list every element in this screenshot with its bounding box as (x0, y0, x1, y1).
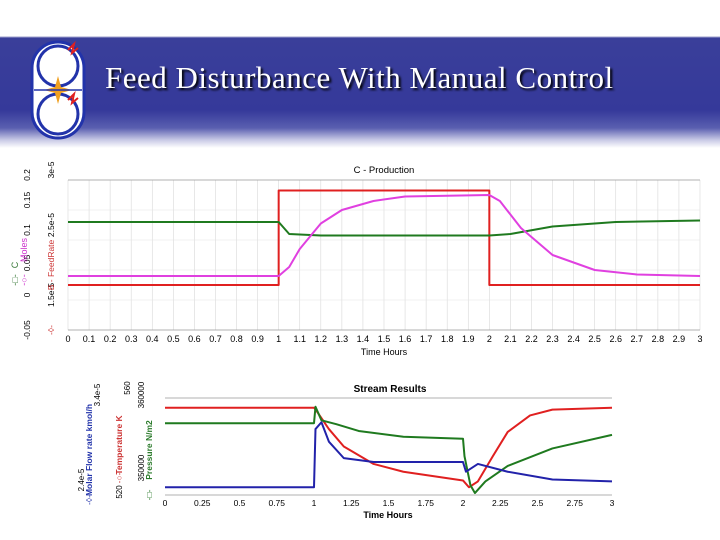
y-axis-pressure-tick: 350000 (137, 454, 146, 481)
y-axis-feedrate-tick: 3e-5 (46, 161, 56, 178)
chart-grid (67, 180, 701, 330)
x-tick-label: 0.1 (83, 334, 96, 344)
x-tick-label: 3 (697, 334, 702, 344)
x-tick-label: 2.9 (673, 334, 686, 344)
x-axis-label: Time Hours (363, 510, 412, 520)
x-tick-label: 2 (461, 498, 466, 508)
y-axis-pressure-tick: 360000 (137, 381, 146, 408)
x-tick-label: 2.75 (566, 498, 583, 508)
x-tick-label: 0.2 (104, 334, 117, 344)
x-tick-labels: 0 0.25 0.5 0.75 1 1.25 1.5 1.75 2 2.25 2.5 2.75 3 (163, 498, 615, 508)
y-axis-temperature: 520 -○- Temperature K 560 (114, 381, 132, 499)
y-axis-c-label: C (10, 261, 20, 268)
y-axis-temperature-tick: 520 (115, 485, 124, 499)
series-line-c (68, 219, 701, 237)
production-chart: C - Production Time Hours 0 0.1 0.2 0.3 0.4 0… (10, 161, 703, 357)
y-axis-molar-flow: -◊- Molar Flow rate kmol/h 2.4e-5 3.4e-5 (77, 383, 102, 505)
x-tick-label: 0.8 (230, 334, 243, 344)
slide-header (0, 0, 720, 148)
legend-mark: -○- (19, 274, 29, 285)
x-tick-label: 2.4 (567, 334, 580, 344)
company-logo (30, 40, 86, 140)
x-tick-label: 0.25 (194, 498, 211, 508)
x-tick-label: 1.2 (315, 334, 328, 344)
y-axis-feedrate: -◊- 1.5e-5 B - FeedRate 2.5e-5 3e-5 (46, 161, 56, 335)
x-tick-label: 1.5 (378, 334, 391, 344)
y-axis-feedrate-label: B - FeedRate (46, 239, 56, 290)
x-tick-labels: 0 0.1 0.2 0.3 0.4 0.5 0.6 0.7 0.8 0.9 1 1.1 1.2 1.3 1.… (65, 334, 702, 344)
series-line-temperature-k (165, 406, 613, 489)
y-axis-c-tick: 0 (22, 292, 32, 297)
x-tick-label: 1.5 (383, 498, 395, 508)
legend-mark: -□- (10, 274, 20, 285)
x-tick-label: 2.8 (652, 334, 665, 344)
x-tick-label: 2.2 (525, 334, 538, 344)
series-line-pressure-n-m2 (165, 405, 613, 495)
y-axis-feedrate-tick: 1.5e-5 (46, 283, 56, 307)
series-line-b-feedrate (68, 189, 700, 286)
x-tick-label: 0.4 (146, 334, 159, 344)
y-axis-temperature-label: Temperature K (114, 414, 124, 474)
x-tick-label: 1.9 (462, 334, 475, 344)
x-tick-label: 1.4 (357, 334, 370, 344)
x-tick-label: 1.75 (417, 498, 434, 508)
y-axis-labels-left: -□- C -○- Moles (10, 238, 29, 286)
x-tick-label: 2 (487, 334, 492, 344)
y-axis-moles-label: Moles (19, 238, 29, 263)
x-tick-label: 0.5 (234, 498, 246, 508)
x-tick-label: 0.6 (188, 334, 201, 344)
y-axis-temperature-tick: 560 (123, 381, 132, 395)
x-tick-label: 0.5 (167, 334, 180, 344)
y-axis-pressure-label: Pressure N/m2 (144, 420, 154, 480)
x-tick-label: 2.1 (504, 334, 517, 344)
y-axis-molar-flow-tick: 3.4e-5 (93, 383, 102, 406)
y-axis-c-tick: -0.05 (22, 320, 32, 340)
x-tick-label: 1.8 (441, 334, 454, 344)
x-tick-label: 0 (65, 334, 70, 344)
y-axis-c-tick: 0.15 (22, 191, 32, 208)
x-tick-label: 1.25 (343, 498, 360, 508)
y-axis-molar-flow-tick: 2.4e-5 (77, 468, 86, 491)
y-axis-c: -0.05 0 0.05 0.1 0.15 0.2 (22, 169, 32, 340)
stream-results-chart: Stream Results Time Hours 0 0.25 0.5 0.75 1 1… (77, 381, 615, 520)
x-tick-label: 2.3 (546, 334, 559, 344)
x-axis-label: Time Hours (361, 347, 408, 357)
x-tick-label: 0.75 (268, 498, 285, 508)
x-tick-label: 0 (163, 498, 168, 508)
slide-title: Feed Disturbance With Manual Control (105, 60, 614, 95)
y-axis-c-tick: 0.2 (22, 169, 32, 181)
x-tick-label: 2.7 (631, 334, 644, 344)
y-axis-c-tick: 0.05 (22, 254, 32, 271)
x-tick-label: 2.5 (588, 334, 601, 344)
x-tick-label: 0.9 (251, 334, 264, 344)
legend-mark: -◊- (84, 495, 94, 505)
x-tick-label: 1 (276, 334, 281, 344)
legend-mark: -○- (114, 472, 124, 483)
series-line-molar-flow-rate-kmol-h (165, 421, 613, 489)
x-tick-label: 1.7 (420, 334, 433, 344)
chart-title: C - Production (354, 165, 415, 176)
series-line-moles (68, 194, 701, 277)
chart-title: Stream Results (354, 384, 427, 395)
x-tick-label: 1.1 (293, 334, 306, 344)
x-tick-label: 3 (610, 498, 615, 508)
x-tick-label: 0.3 (125, 334, 138, 344)
x-tick-label: 2.5 (532, 498, 544, 508)
legend-mark: -◊- (46, 325, 56, 335)
y-axis-pressure: -□- 350000 Pressure N/m2 360000 (137, 381, 154, 500)
chart-series (68, 189, 701, 286)
y-axis-c-tick: 0.1 (22, 224, 32, 236)
x-tick-label: 0.7 (209, 334, 222, 344)
x-tick-label: 2.6 (609, 334, 622, 344)
chart-series (165, 405, 613, 495)
x-tick-label: 1.3 (336, 334, 349, 344)
y-axis-feedrate-tick: 2.5e-5 (46, 213, 56, 237)
y-axis-molar-flow-label: Molar Flow rate kmol/h (84, 404, 94, 496)
x-tick-label: 2.25 (492, 498, 509, 508)
x-tick-label: 1.6 (399, 334, 412, 344)
x-tick-label: 1 (312, 498, 317, 508)
legend-mark: -□- (144, 489, 154, 500)
